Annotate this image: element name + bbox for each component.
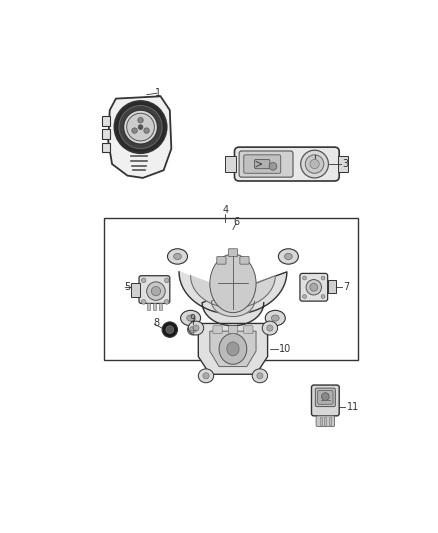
Ellipse shape bbox=[306, 280, 321, 295]
Bar bbox=[153, 303, 156, 310]
Ellipse shape bbox=[257, 373, 263, 379]
Bar bbox=[320, 417, 322, 425]
Ellipse shape bbox=[127, 113, 155, 141]
Bar bbox=[103, 218, 358, 360]
Ellipse shape bbox=[321, 393, 329, 400]
Bar bbox=[147, 303, 150, 310]
Ellipse shape bbox=[180, 310, 201, 326]
FancyBboxPatch shape bbox=[318, 391, 333, 405]
Ellipse shape bbox=[310, 159, 319, 168]
Polygon shape bbox=[191, 276, 276, 317]
Ellipse shape bbox=[279, 249, 298, 264]
Text: 10: 10 bbox=[279, 344, 291, 354]
Ellipse shape bbox=[144, 128, 149, 133]
Text: 9: 9 bbox=[190, 314, 196, 324]
Ellipse shape bbox=[187, 324, 198, 335]
Ellipse shape bbox=[190, 327, 196, 333]
Text: 8: 8 bbox=[153, 318, 159, 328]
Ellipse shape bbox=[114, 101, 167, 154]
Ellipse shape bbox=[141, 278, 146, 282]
Ellipse shape bbox=[173, 253, 181, 260]
Ellipse shape bbox=[210, 254, 256, 313]
FancyBboxPatch shape bbox=[240, 256, 249, 264]
FancyBboxPatch shape bbox=[213, 326, 222, 334]
FancyBboxPatch shape bbox=[311, 385, 339, 416]
Polygon shape bbox=[210, 331, 256, 367]
Ellipse shape bbox=[321, 295, 325, 298]
Bar bbox=[131, 284, 140, 297]
Ellipse shape bbox=[138, 117, 143, 123]
Polygon shape bbox=[198, 324, 268, 374]
Ellipse shape bbox=[119, 106, 162, 149]
Polygon shape bbox=[108, 96, 171, 178]
Bar bbox=[338, 156, 349, 172]
Ellipse shape bbox=[167, 249, 187, 264]
Ellipse shape bbox=[219, 334, 247, 364]
Ellipse shape bbox=[252, 369, 268, 383]
Ellipse shape bbox=[124, 110, 158, 144]
Ellipse shape bbox=[151, 287, 161, 296]
Text: 1: 1 bbox=[155, 88, 161, 98]
Ellipse shape bbox=[321, 276, 325, 280]
FancyBboxPatch shape bbox=[239, 151, 293, 177]
Ellipse shape bbox=[138, 125, 143, 130]
Ellipse shape bbox=[188, 321, 204, 335]
Ellipse shape bbox=[269, 163, 277, 170]
Ellipse shape bbox=[141, 300, 146, 304]
Ellipse shape bbox=[147, 282, 165, 301]
FancyBboxPatch shape bbox=[228, 326, 237, 334]
FancyBboxPatch shape bbox=[244, 326, 253, 334]
Ellipse shape bbox=[303, 276, 307, 280]
Text: 3: 3 bbox=[342, 159, 348, 169]
Bar bbox=[329, 417, 331, 425]
Ellipse shape bbox=[265, 310, 285, 326]
Bar bbox=[324, 417, 326, 425]
FancyBboxPatch shape bbox=[228, 249, 237, 256]
Polygon shape bbox=[179, 272, 287, 326]
Ellipse shape bbox=[285, 253, 292, 260]
Ellipse shape bbox=[305, 155, 324, 173]
Ellipse shape bbox=[187, 315, 194, 321]
Ellipse shape bbox=[132, 128, 137, 133]
Ellipse shape bbox=[303, 295, 307, 298]
FancyBboxPatch shape bbox=[315, 388, 336, 407]
FancyBboxPatch shape bbox=[244, 155, 281, 173]
Ellipse shape bbox=[310, 284, 318, 291]
Bar bbox=[159, 303, 162, 310]
Ellipse shape bbox=[262, 321, 278, 335]
FancyBboxPatch shape bbox=[217, 256, 226, 264]
Ellipse shape bbox=[301, 150, 328, 178]
Ellipse shape bbox=[203, 373, 209, 379]
Ellipse shape bbox=[166, 326, 173, 334]
Bar bbox=[102, 142, 110, 152]
Ellipse shape bbox=[193, 325, 199, 331]
Bar bbox=[102, 116, 110, 126]
Ellipse shape bbox=[227, 342, 239, 356]
Text: 4: 4 bbox=[222, 205, 228, 215]
Ellipse shape bbox=[272, 315, 279, 321]
Ellipse shape bbox=[164, 278, 169, 282]
FancyBboxPatch shape bbox=[316, 416, 335, 426]
Text: 7: 7 bbox=[343, 282, 349, 292]
Bar bbox=[102, 130, 110, 139]
FancyBboxPatch shape bbox=[234, 147, 339, 181]
Ellipse shape bbox=[198, 369, 214, 383]
Ellipse shape bbox=[267, 325, 273, 331]
FancyBboxPatch shape bbox=[254, 159, 270, 168]
Text: 11: 11 bbox=[347, 401, 359, 411]
FancyBboxPatch shape bbox=[139, 276, 170, 303]
Text: 6: 6 bbox=[234, 217, 240, 227]
Bar bbox=[328, 280, 336, 294]
Ellipse shape bbox=[164, 300, 169, 304]
Ellipse shape bbox=[162, 322, 177, 337]
FancyBboxPatch shape bbox=[300, 273, 328, 301]
Bar bbox=[225, 156, 236, 172]
Text: 5: 5 bbox=[124, 282, 131, 292]
